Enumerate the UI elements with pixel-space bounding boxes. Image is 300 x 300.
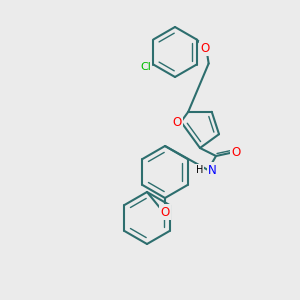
Text: O: O: [160, 206, 169, 218]
Text: O: O: [172, 116, 182, 129]
Text: O: O: [200, 42, 209, 55]
Text: O: O: [231, 146, 241, 158]
Text: N: N: [208, 164, 217, 176]
Text: Cl: Cl: [140, 62, 151, 73]
Text: H: H: [196, 165, 203, 175]
